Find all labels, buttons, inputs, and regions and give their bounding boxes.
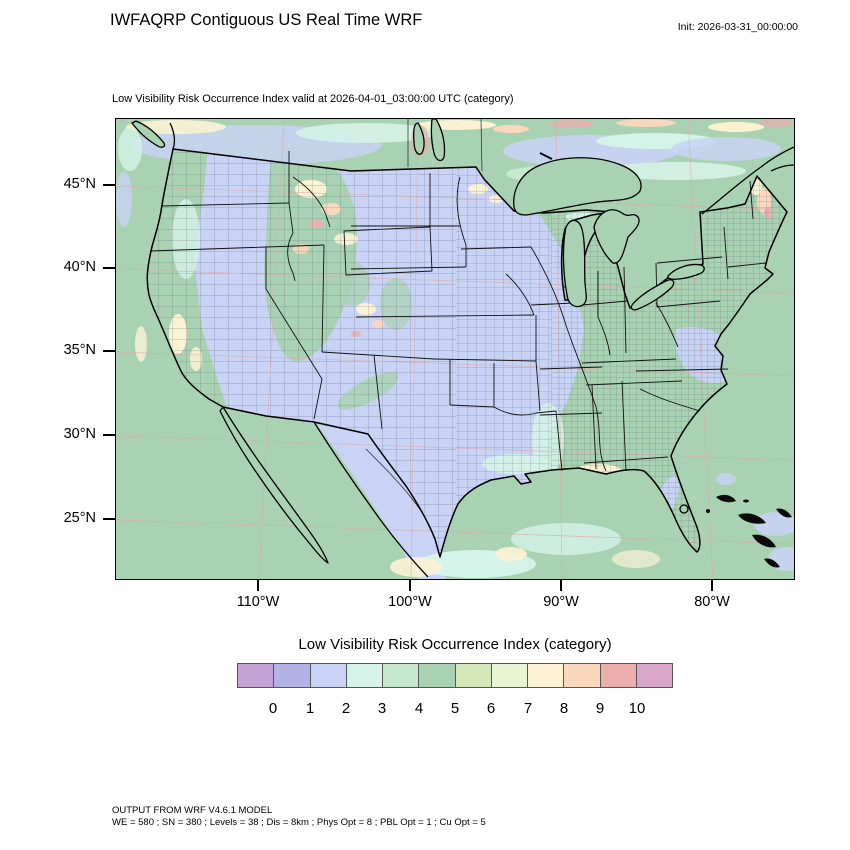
bahamas-islands	[706, 494, 792, 568]
colorbar-tick-label: 8	[559, 700, 569, 717]
lat-label-45n: 45°N	[63, 176, 96, 192]
lat-tick-25n	[103, 518, 115, 520]
colorbar-cell	[418, 663, 456, 688]
colorbar-cell	[345, 663, 383, 688]
conus-map	[115, 118, 795, 580]
lake-manitoba	[412, 122, 425, 155]
lat-label-35n: 35°N	[63, 342, 96, 358]
lake-ontario	[667, 263, 705, 280]
great-lakes	[513, 157, 705, 311]
colorbar-tick-label: 2	[341, 700, 351, 717]
colorbar-tick-label: 9	[595, 700, 605, 717]
coastlines	[131, 119, 794, 578]
lon-label-90w: 90°W	[543, 594, 579, 610]
baja-california	[219, 406, 329, 564]
colorbar-tick-label: 7	[523, 700, 533, 717]
colorbar-cell	[237, 663, 275, 688]
lake-winnipeg	[430, 119, 446, 162]
lon-tick-90w	[560, 579, 562, 591]
us-outline	[146, 148, 788, 558]
lake-erie	[630, 279, 675, 311]
colorbar-tick-label: 0	[268, 700, 278, 717]
lon-label-110w: 110°W	[236, 594, 280, 610]
model-info-line2: WE = 580 ; SN = 380 ; Levels = 38 ; Dis …	[112, 817, 486, 828]
colorbar-tick-label: 4	[414, 700, 424, 717]
colorbar-cell	[490, 663, 528, 688]
lon-label-80w: 80°W	[694, 594, 730, 610]
valid-time-subtitle: Low Visibility Risk Occurrence Index val…	[112, 93, 514, 105]
lon-tick-80w	[711, 579, 713, 591]
colorbar-cell	[635, 663, 673, 688]
lat-label-30n: 30°N	[63, 426, 96, 442]
colorbar-cell	[527, 663, 565, 688]
colorbar-cell	[382, 663, 420, 688]
colorbar-tick-label: 5	[450, 700, 460, 717]
colorbar	[237, 663, 673, 688]
graticule-lines	[116, 119, 794, 579]
colorbar-tick-label: 3	[377, 700, 387, 717]
lon-tick-110w	[257, 579, 259, 591]
map-canvas	[116, 119, 794, 579]
lat-label-25n: 25°N	[63, 510, 96, 526]
canada-mexico-boundaries	[365, 119, 483, 512]
lon-tick-100w	[409, 579, 411, 591]
colorbar-cell	[454, 663, 492, 688]
colorbar-tick-label: 10	[628, 700, 646, 717]
lat-tick-35n	[103, 350, 115, 352]
colorbar-tick-label: 6	[486, 700, 496, 717]
lake-huron	[593, 209, 640, 264]
lat-label-40n: 40°N	[63, 259, 96, 275]
lake-superior	[513, 157, 642, 216]
colorbar-tick-label: 1	[305, 700, 315, 717]
colorbar-cell	[599, 663, 637, 688]
colorbar-cell	[563, 663, 601, 688]
lat-tick-45n	[103, 184, 115, 186]
vancouver-island	[131, 120, 166, 148]
colorbar-cell	[309, 663, 347, 688]
colorbar-cell	[273, 663, 311, 688]
lake-michigan	[562, 219, 587, 308]
model-info-line1: OUTPUT FROM WRF V4.6.1 MODEL	[112, 805, 273, 816]
colorbar-title: Low Visibility Risk Occurrence Index (ca…	[298, 636, 612, 653]
init-timestamp: Init: 2026-03-31_00:00:00	[677, 21, 798, 33]
lat-tick-30n	[103, 434, 115, 436]
sea-patches	[495, 473, 794, 571]
page-title: IWFAQRP Contiguous US Real Time WRF	[110, 11, 423, 29]
lake-okeechobee	[679, 504, 689, 514]
mexico-cream-patch	[390, 557, 442, 577]
lat-tick-40n	[103, 267, 115, 269]
state-boundaries	[149, 151, 767, 472]
lon-label-100w: 100°W	[388, 594, 432, 610]
